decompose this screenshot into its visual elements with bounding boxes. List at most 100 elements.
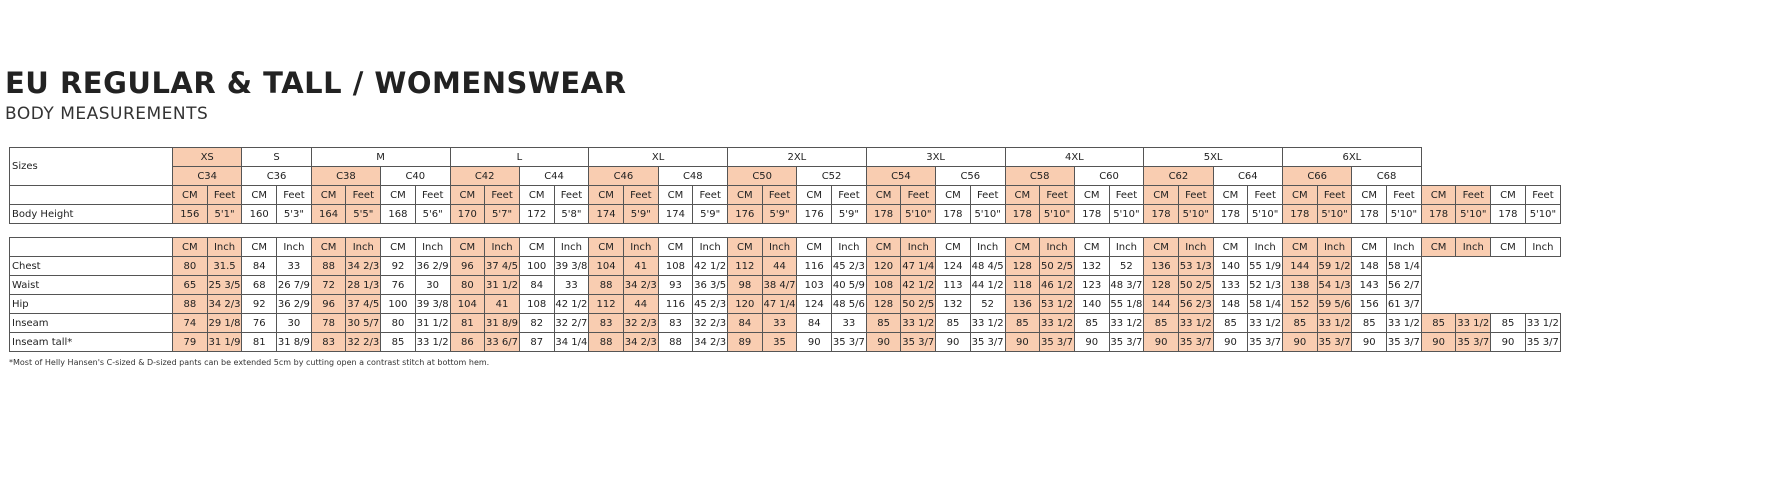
cell: 79	[172, 332, 208, 352]
cell: 31 1/2	[414, 313, 451, 333]
cell: 90	[935, 332, 971, 352]
cell: 33 1/2	[1177, 313, 1214, 333]
unit-label: Feet	[1247, 185, 1283, 205]
unit-label: Inch	[345, 237, 382, 257]
cell: 37 4/5	[345, 294, 382, 314]
size-group: 4XL	[1004, 147, 1145, 167]
cell: 36 2/9	[276, 294, 312, 314]
cell: 30 5/7	[345, 313, 382, 333]
cell: 88	[588, 332, 624, 352]
cell: 118	[1004, 275, 1041, 295]
unit-label: CM	[727, 185, 763, 205]
cell: 5'10"	[900, 204, 937, 224]
size-group: 2XL	[727, 147, 867, 167]
unit-label: Inch	[484, 237, 520, 257]
unit-label: CM	[1420, 185, 1457, 205]
measure-table: CM Inch CM Inch CM Inch CM Inch CM Inch CM Inch CM In…	[9, 237, 1562, 352]
unit-label: CM	[518, 185, 555, 205]
unit-label: CM	[172, 237, 208, 257]
cell: 35 3/7	[1247, 332, 1283, 352]
size-code: C40	[380, 166, 451, 186]
cell: 92	[241, 294, 278, 314]
cell: 44	[761, 256, 798, 276]
unit-label: CM	[796, 185, 833, 205]
unit-label: CM	[1490, 185, 1526, 205]
cell: 52	[969, 294, 1006, 314]
cell: 5'6"	[414, 204, 451, 224]
cell: 33 1/2	[1039, 313, 1075, 333]
cell: 113	[935, 275, 971, 295]
cell: 88	[172, 294, 208, 314]
unit-label: CM	[1143, 237, 1179, 257]
cell: 45 2/3	[831, 256, 867, 276]
unit-label: CM	[1282, 237, 1318, 257]
cell: 33 1/2	[969, 313, 1006, 333]
unit-label: Feet	[414, 185, 451, 205]
cell: 78	[310, 313, 347, 333]
cell: 40 5/9	[831, 275, 867, 295]
cell: 25 3/5	[206, 275, 243, 295]
cell: 31 1/9	[206, 332, 243, 352]
cell: 85	[1073, 313, 1110, 333]
unit-label: Feet	[345, 185, 382, 205]
cell: 85	[1282, 313, 1318, 333]
cell: 58 1/4	[1247, 294, 1283, 314]
unit-label: CM	[865, 237, 902, 257]
size-code: C60	[1073, 166, 1145, 186]
cell: 31 8/9	[484, 313, 520, 333]
group-row: Sizes XS S M L XL 2XL 3XL 4XL 5XL 6XL	[9, 147, 1561, 186]
cell: 90	[1351, 332, 1388, 352]
cell: 144	[1143, 294, 1179, 314]
cell: 33 1/2	[1316, 313, 1353, 333]
cell: 39 3/8	[414, 294, 451, 314]
cell: 178	[1282, 204, 1318, 224]
cell: 31 1/2	[484, 275, 520, 295]
cell: 90	[1073, 332, 1110, 352]
cell: 100	[518, 256, 555, 276]
cell: 55 1/9	[1247, 256, 1283, 276]
unit-label: CM	[1212, 185, 1249, 205]
cell: 35	[761, 332, 798, 352]
cell: 41	[484, 294, 520, 314]
size-code: C50	[726, 166, 798, 186]
unit-label: CM	[380, 237, 416, 257]
cell: 133	[1212, 275, 1249, 295]
cell: 54 1/3	[1316, 275, 1353, 295]
unit-row: CM Feet CM Feet CM Feet CM Feet CM Feet CM Feet CM Fe…	[9, 185, 1562, 205]
unit-label: Feet	[484, 185, 520, 205]
cell: 82	[518, 313, 555, 333]
cell: 33	[761, 313, 798, 333]
unit-label: Feet	[276, 185, 312, 205]
cell: 50 2/5	[1177, 275, 1214, 295]
data-row: Waist 65 25 3/5 68 26 7/9 72 28 1/3 76 30 80 31 1/…	[9, 275, 1561, 295]
cell: 178	[935, 204, 971, 224]
cell: 84	[518, 275, 555, 295]
cell: 178	[1490, 204, 1526, 224]
unit-label: Feet	[692, 185, 728, 205]
cell: 61 3/7	[1386, 294, 1422, 314]
cell: 178	[1212, 204, 1249, 224]
cell: 88	[657, 332, 694, 352]
unit-label: CM	[241, 237, 278, 257]
cell: 5'10"	[1524, 204, 1562, 224]
cell: 174	[588, 204, 624, 224]
cell: 85	[1420, 313, 1457, 333]
unit-label: Feet	[1039, 185, 1075, 205]
cell: 178	[1143, 204, 1179, 224]
cell: 45 2/3	[692, 294, 728, 314]
size-code: C54	[865, 166, 937, 186]
size-code: C58	[1004, 166, 1075, 186]
cell: 65	[172, 275, 208, 295]
cell: 34 2/3	[692, 332, 728, 352]
cell: 35 3/7	[1455, 332, 1492, 352]
size-code: C68	[1351, 166, 1422, 186]
row-label: Inseam tall*	[9, 332, 173, 352]
cell: 55 1/8	[1108, 294, 1145, 314]
cell: 178	[865, 204, 902, 224]
cell: 38 4/7	[761, 275, 798, 295]
unit-label: CM	[172, 185, 208, 205]
unit-label: CM	[449, 185, 486, 205]
cell: 26 7/9	[276, 275, 312, 295]
cell: 5'10"	[1316, 204, 1353, 224]
unit-label: CM	[1073, 237, 1110, 257]
